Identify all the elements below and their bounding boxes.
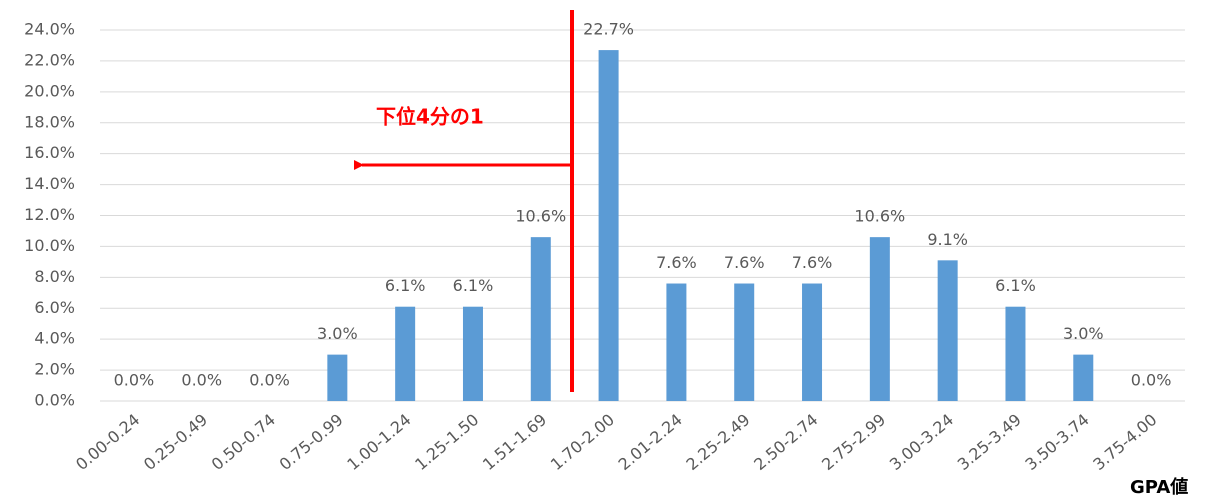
bar	[802, 283, 823, 401]
value-label: 0.0%	[181, 371, 222, 390]
y-tick-label: 22.0%	[24, 50, 75, 69]
value-label: 0.0%	[114, 371, 155, 390]
bar	[1073, 354, 1094, 401]
value-label: 0.0%	[249, 371, 290, 390]
x-tick-label: 1.00-1.24	[343, 410, 414, 474]
x-tick-label: 0.00-0.24	[72, 410, 143, 474]
bar	[734, 283, 755, 401]
value-label: 10.6%	[515, 207, 566, 226]
plot-area: 0.0% 2.0% 4.0% 6.0% 8.0% 10.0% 12.0% 14.0% 16.0%…	[24, 20, 1185, 474]
x-tick-label: 0.25-0.49	[140, 410, 211, 474]
x-tick-label: 3.00-3.24	[886, 410, 957, 474]
y-tick-label: 18.0%	[24, 112, 75, 131]
value-label: 6.1%	[995, 276, 1036, 295]
bar	[598, 50, 619, 402]
y-tick-label: 6.0%	[34, 298, 75, 317]
bar	[327, 354, 348, 401]
bar	[1005, 306, 1026, 401]
value-label: 7.6%	[656, 253, 697, 272]
bar	[395, 306, 416, 401]
value-label: 6.1%	[453, 276, 494, 295]
bar	[666, 283, 687, 401]
x-tick-label: 3.50-3.74	[1022, 410, 1093, 474]
x-tick-label: 3.75-4.00	[1089, 410, 1160, 474]
x-tick-label: 0.75-0.99	[276, 410, 347, 474]
x-tick-label: 2.50-2.74	[750, 410, 821, 474]
y-tick-label: 10.0%	[24, 236, 75, 255]
x-tick-label: 2.75-2.99	[818, 410, 889, 474]
annotation: 下位4分の1	[376, 105, 484, 129]
value-label: 3.0%	[317, 324, 358, 343]
value-label: 6.1%	[385, 276, 426, 295]
y-tick-label: 4.0%	[34, 329, 75, 348]
value-label: 7.6%	[724, 253, 765, 272]
y-tick-label: 8.0%	[34, 267, 75, 286]
x-tick-label: 2.01-2.24	[615, 410, 686, 474]
bar	[530, 237, 551, 401]
value-label: 0.0%	[1131, 371, 1172, 390]
x-axis-label: GPA値	[1130, 476, 1188, 498]
x-tick-label: 1.51-1.69	[479, 410, 550, 474]
y-tick-label: 14.0%	[24, 174, 75, 193]
y-tick-label: 20.0%	[24, 81, 75, 100]
x-tick-label: 1.70-2.00	[547, 410, 618, 474]
value-label: 9.1%	[927, 230, 968, 249]
y-tick-label: 12.0%	[24, 205, 75, 224]
bar	[869, 237, 890, 401]
bar	[462, 306, 483, 401]
x-tick-label: 0.50-0.74	[208, 410, 279, 474]
y-tick-label: 2.0%	[34, 360, 75, 379]
y-tick-label: 16.0%	[24, 143, 75, 162]
value-label: 3.0%	[1063, 324, 1104, 343]
value-label: 10.6%	[854, 207, 905, 226]
bar	[937, 260, 958, 401]
x-tick-label: 2.25-2.49	[682, 410, 753, 474]
value-label: 7.6%	[792, 253, 833, 272]
x-tick-label: 3.25-3.49	[954, 410, 1025, 474]
y-tick-label: 24.0%	[24, 20, 75, 39]
y-tick-label: 0.0%	[34, 391, 75, 410]
x-tick-label: 1.25-1.50	[411, 410, 482, 474]
value-label: 22.7%	[583, 20, 634, 39]
